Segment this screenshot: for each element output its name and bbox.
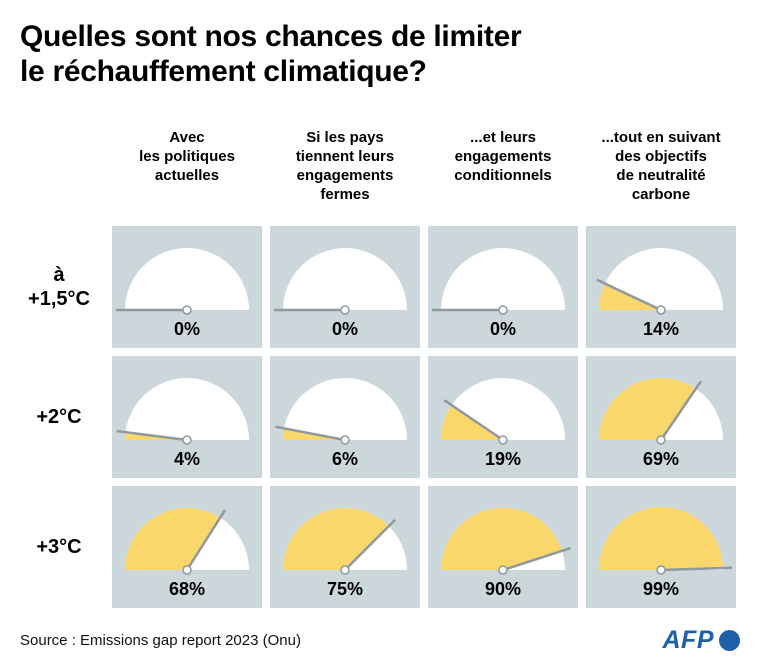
gauge-pivot [340, 305, 350, 315]
afp-logo: AFP [662, 626, 740, 655]
gauge-chart [599, 378, 723, 445]
gauge-fill-sector [283, 508, 389, 570]
gauge-pivot [340, 565, 350, 575]
gauge-cell: 4% [112, 356, 262, 478]
gauge-pivot [182, 435, 192, 445]
gauge-value-label: 14% [642, 319, 680, 339]
afp-logo-text: AFP [662, 626, 714, 654]
gauge-needle [596, 278, 662, 312]
gauge-chart [598, 507, 733, 575]
gauge-pivot [656, 435, 666, 445]
gauge-needle [116, 429, 188, 442]
gauge-chart [440, 507, 571, 575]
gauge-cell: 75% [270, 486, 420, 608]
gauge-pivot [340, 435, 350, 445]
row-label-2c: +2°C [36, 406, 82, 428]
gauge-needle [660, 566, 733, 572]
afp-globe-icon [719, 630, 740, 651]
gauge-value-label: 99% [642, 579, 680, 599]
gauge-cell: 0% [428, 226, 578, 348]
column-header-current-policies: Avec les politiques actuelles [139, 129, 235, 185]
source-text: Source : Emissions gap report 2023 (Onu) [20, 632, 301, 649]
gauge-fill-sector [441, 405, 503, 440]
gauge-pivot [656, 305, 666, 315]
gauge-face [283, 378, 407, 440]
gauge-fill-sector [599, 378, 696, 440]
gauge-chart [116, 248, 249, 315]
gauge-value-label: 75% [326, 579, 364, 599]
gauge-fill-sector [598, 507, 723, 570]
footer: Source : Emissions gap report 2023 (Onu)… [20, 626, 740, 655]
gauge-pivot [498, 305, 508, 315]
gauge-pivot [498, 565, 508, 575]
gauge-cell: 14% [586, 226, 736, 348]
gauge-grid: Avec les politiques actuelles Si les pay… [14, 124, 736, 608]
gauge-value-label: 0% [331, 319, 358, 339]
gauge-value-label: 0% [173, 319, 200, 339]
gauge-pivot [498, 435, 508, 445]
gauge-cell: 90% [428, 486, 578, 608]
gauge-chart [274, 248, 407, 315]
gauge-value-label: 90% [484, 579, 522, 599]
gauge-chart [275, 378, 407, 445]
gauge-chart [441, 378, 565, 445]
gauge-value-label: 4% [173, 449, 200, 469]
gauge-chart [116, 378, 249, 445]
gauge-face [125, 248, 249, 310]
gauge-fill-sector [440, 507, 562, 570]
gauge-value-label: 0% [489, 319, 516, 339]
gauge-needle [659, 380, 702, 441]
gauge-needle [443, 399, 504, 442]
gauge-pivot [182, 305, 192, 315]
gauge-needle [502, 546, 571, 572]
gauge-pivot [182, 565, 192, 575]
column-header-carbon-neutrality: ...tout en suivant des objectifs de neut… [601, 129, 721, 204]
gauge-cell: 68% [112, 486, 262, 608]
gauge-value-label: 6% [331, 449, 358, 469]
gauge-needle [185, 509, 227, 571]
gauge-value-label: 19% [484, 449, 522, 469]
gauge-cell: 19% [428, 356, 578, 478]
grid-corner-spacer [14, 124, 104, 218]
gauge-cell: 0% [270, 226, 420, 348]
gauge-face [441, 248, 565, 310]
gauge-cell: 6% [270, 356, 420, 478]
gauge-chart [432, 248, 565, 315]
gauge-chart [283, 508, 407, 575]
page-title: Quelles sont nos chances de limiter le r… [20, 20, 522, 88]
gauge-needle [344, 518, 397, 571]
gauge-value-label: 68% [168, 579, 206, 599]
gauge-cell: 0% [112, 226, 262, 348]
column-header-firm-commitments: Si les pays tiennent leurs engagements f… [295, 129, 395, 204]
gauge-pivot [656, 565, 666, 575]
gauge-value-label: 69% [642, 449, 680, 469]
row-label-3c: +3°C [36, 536, 82, 558]
gauge-chart [596, 248, 723, 315]
gauge-cell: 69% [586, 356, 736, 478]
gauge-face [125, 378, 249, 440]
gauge-needle [275, 425, 346, 442]
gauge-face [283, 248, 407, 310]
column-header-conditional-commitments: ...et leurs engagements conditionnels [454, 129, 552, 185]
row-label-1-5c: à +1,5°C [28, 264, 90, 310]
gauge-chart [125, 508, 249, 575]
gauge-cell: 99% [586, 486, 736, 608]
